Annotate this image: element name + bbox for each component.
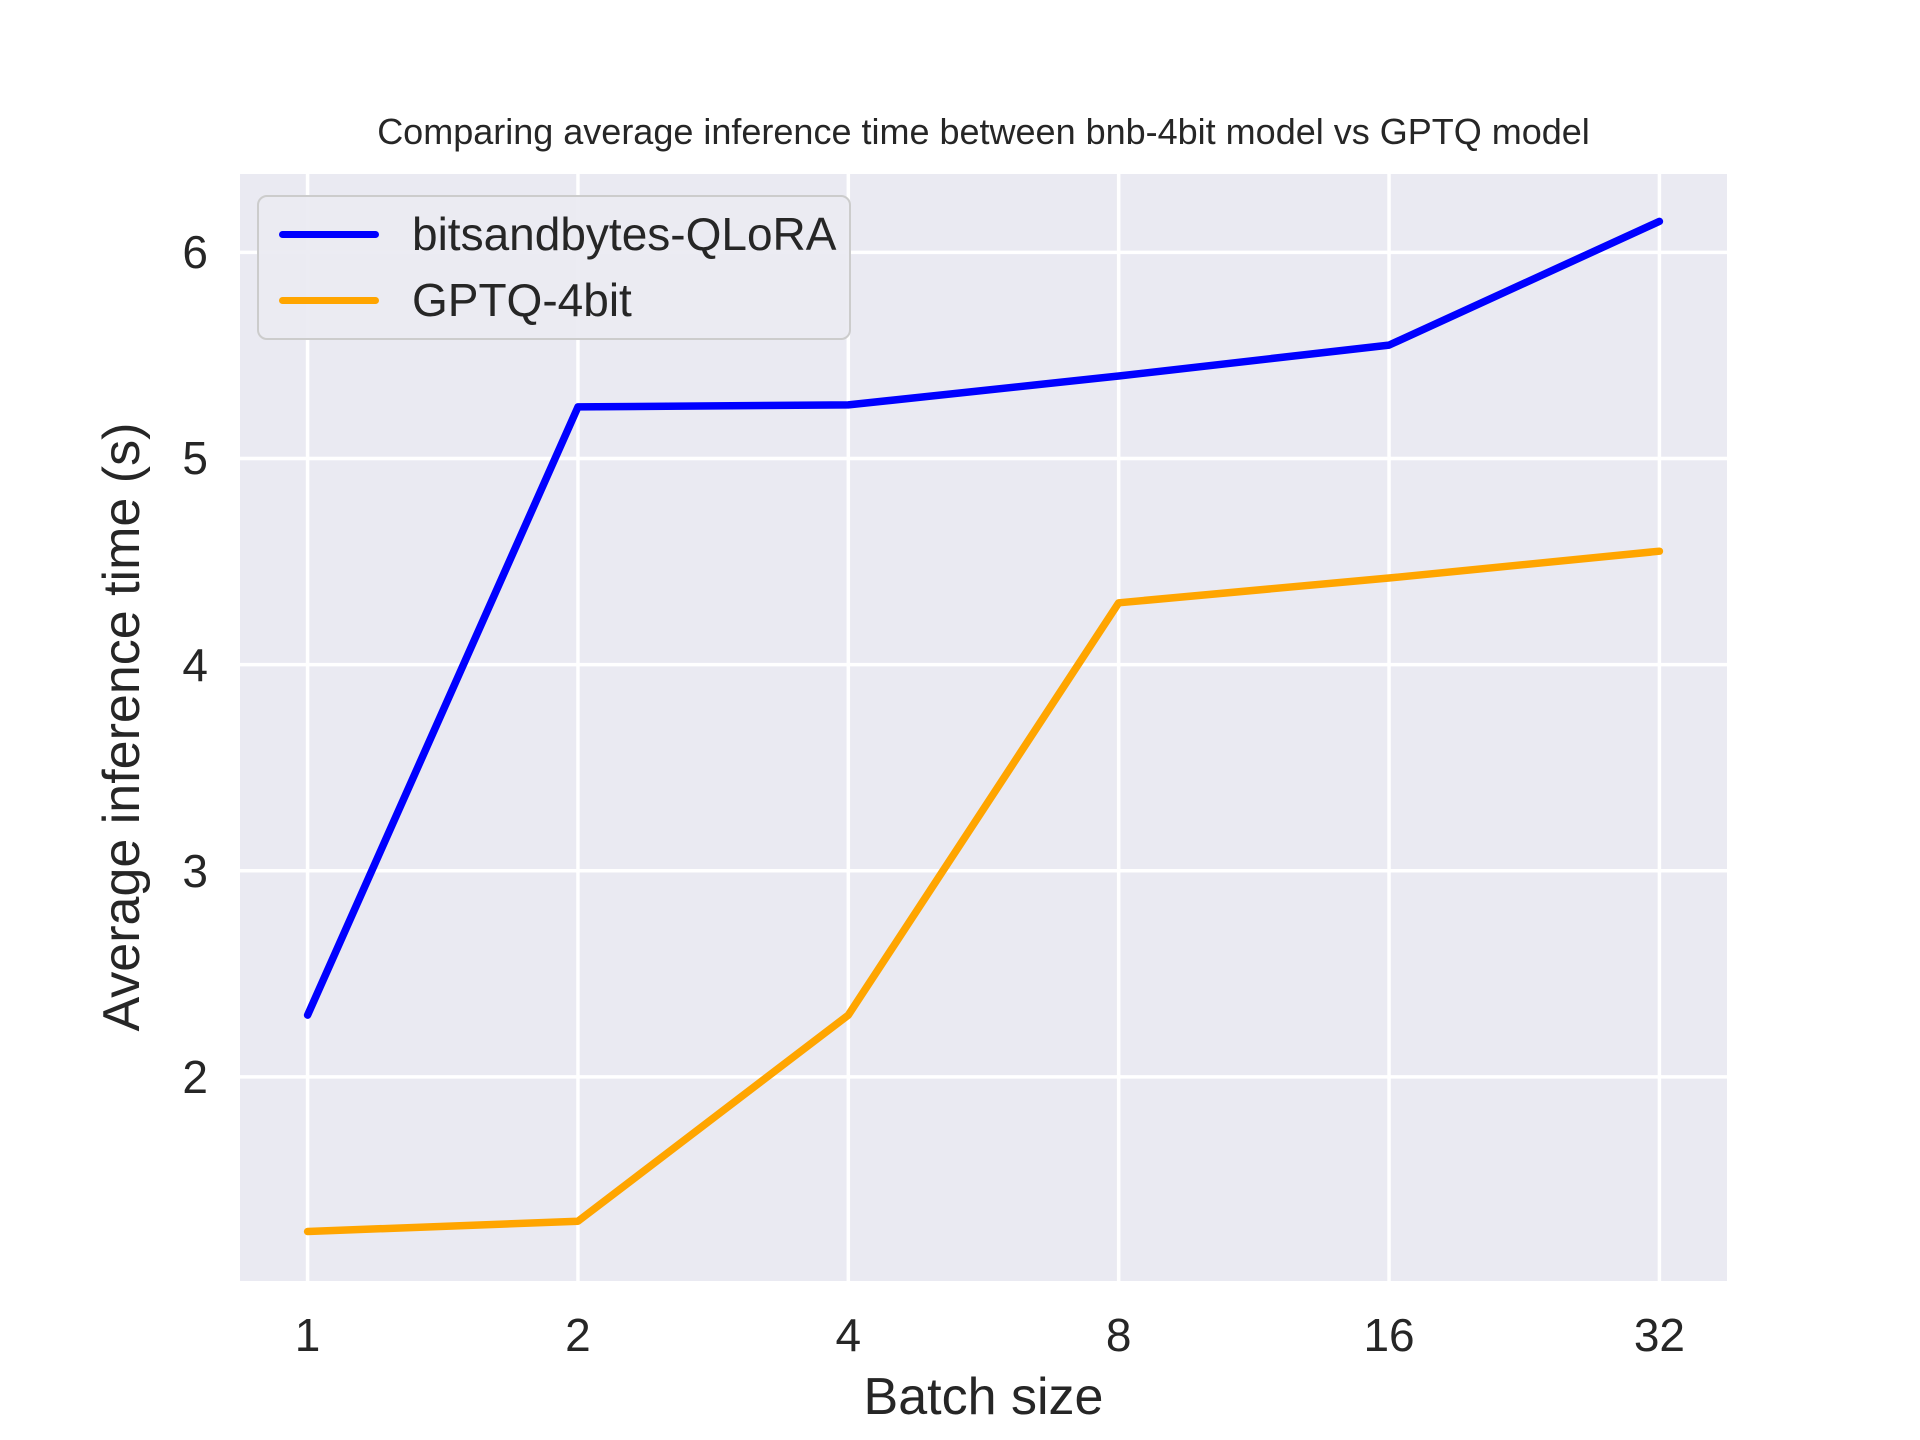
vertical-gridlines — [305, 174, 1662, 1281]
x-tick-label: 1 — [294, 1309, 321, 1361]
legend-line-sample — [279, 296, 379, 304]
y-tick-label: 6 — [182, 226, 208, 279]
x-axis-label: Batch size — [863, 1368, 1104, 1426]
x-tick-label: 8 — [1105, 1309, 1132, 1361]
plot-area: bitsandbytes-QLoRA GPTQ-4bit — [240, 174, 1727, 1281]
line-chart-canvas — [240, 174, 1727, 1281]
y-axis-label: Average inference time (s) — [92, 422, 151, 1032]
x-tick-label: 16 — [1363, 1309, 1415, 1361]
legend-item: bitsandbytes-QLoRA — [279, 201, 849, 267]
x-tick-label: 2 — [565, 1309, 591, 1361]
series-line-GPTQ-4bit — [303, 547, 1664, 1236]
chart-title: Comparing average inference time between… — [377, 111, 1590, 152]
y-tick-label: 4 — [182, 638, 208, 691]
legend-line-sample — [279, 230, 379, 238]
x-tick-label: 32 — [1633, 1309, 1685, 1361]
x-tick-label: 4 — [835, 1309, 862, 1361]
y-tick-label: 2 — [182, 1050, 208, 1103]
legend-item: GPTQ-4bit — [279, 267, 849, 333]
legend: bitsandbytes-QLoRA GPTQ-4bit — [257, 195, 851, 340]
legend-label: GPTQ-4bit — [412, 274, 632, 326]
legend-label: bitsandbytes-QLoRA — [412, 208, 837, 260]
y-tick-label: 5 — [182, 432, 208, 485]
series-line-bitsandbytes-QLoRA — [303, 217, 1664, 1019]
y-tick-label: 3 — [182, 844, 208, 897]
